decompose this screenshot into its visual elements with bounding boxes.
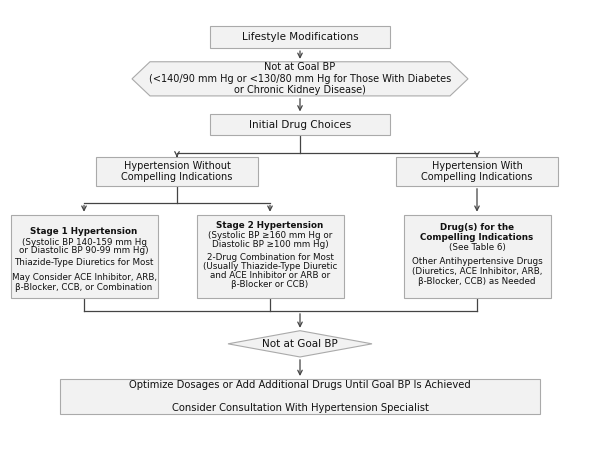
FancyBboxPatch shape [396,157,558,186]
Text: or Diastolic BP 90-99 mm Hg): or Diastolic BP 90-99 mm Hg) [19,246,149,255]
FancyBboxPatch shape [60,379,540,414]
Text: Thiazide-Type Diuretics for Most: Thiazide-Type Diuretics for Most [14,258,154,267]
Text: www.medscape.com: www.medscape.com [132,8,253,21]
Text: Hypertension Without
Compelling Indications: Hypertension Without Compelling Indicati… [121,161,233,182]
Text: Other Antihypertensive Drugs: Other Antihypertensive Drugs [412,257,542,266]
Text: Optimize Dosages or Add Additional Drugs Until Goal BP Is Achieved

Consider Con: Optimize Dosages or Add Additional Drugs… [129,380,471,413]
FancyBboxPatch shape [96,157,258,186]
Text: (Systolic BP ≥160 mm Hg or: (Systolic BP ≥160 mm Hg or [208,231,332,240]
Text: Medscape®: Medscape® [7,8,85,21]
Text: May Consider ACE Inhibitor, ARB,: May Consider ACE Inhibitor, ARB, [11,273,157,282]
Text: (Usually Thiazide-Type Diuretic: (Usually Thiazide-Type Diuretic [203,262,337,271]
Text: Initial Drug Choices: Initial Drug Choices [249,120,351,130]
FancyBboxPatch shape [404,215,551,298]
Text: Stage 1 Hypertension: Stage 1 Hypertension [31,227,137,236]
Text: Not at Goal BP: Not at Goal BP [262,339,338,349]
FancyBboxPatch shape [197,215,343,298]
FancyBboxPatch shape [11,215,157,298]
Text: Drug(s) for the: Drug(s) for the [440,223,514,232]
Text: β-Blocker, CCB) as Needed: β-Blocker, CCB) as Needed [418,277,536,286]
Text: (See Table 6): (See Table 6) [449,243,505,252]
Text: Hypertension With
Compelling Indications: Hypertension With Compelling Indications [421,161,533,182]
Text: Lifestyle Modifications: Lifestyle Modifications [242,32,358,42]
FancyBboxPatch shape [210,114,390,135]
Text: β-Blocker, CCB, or Combination: β-Blocker, CCB, or Combination [16,282,152,291]
Text: Stage 2 Hypertension: Stage 2 Hypertension [217,221,323,230]
FancyBboxPatch shape [210,26,390,48]
Text: Not at Goal BP
(<140/90 mm Hg or <130/80 mm Hg for Those With Diabetes
or Chroni: Not at Goal BP (<140/90 mm Hg or <130/80… [149,62,451,95]
Polygon shape [132,62,468,96]
Text: (Systolic BP 140-159 mm Hg: (Systolic BP 140-159 mm Hg [22,237,146,247]
Text: Diastolic BP ≥100 mm Hg): Diastolic BP ≥100 mm Hg) [212,240,328,249]
Text: β-Blocker or CCB): β-Blocker or CCB) [232,280,308,289]
Text: (Diuretics, ACE Inhibitor, ARB,: (Diuretics, ACE Inhibitor, ARB, [412,266,542,276]
Text: 2-Drug Combination for Most: 2-Drug Combination for Most [206,252,334,262]
Text: Compelling Indications: Compelling Indications [421,233,533,242]
Polygon shape [228,331,372,357]
Text: and ACE Inhibitor or ARB or: and ACE Inhibitor or ARB or [210,271,330,280]
